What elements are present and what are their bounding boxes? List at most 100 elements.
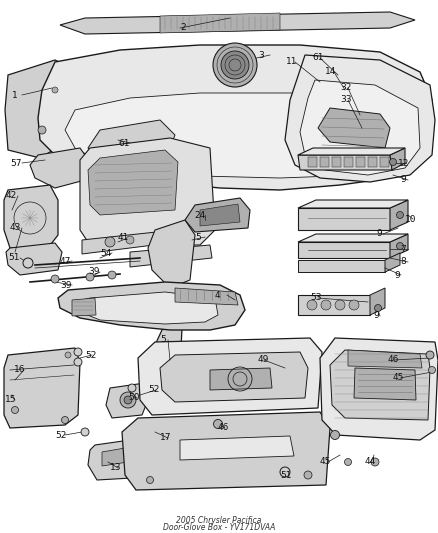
Circle shape <box>81 428 89 436</box>
Circle shape <box>86 273 94 281</box>
Polygon shape <box>38 45 432 190</box>
Circle shape <box>233 372 247 386</box>
Polygon shape <box>390 234 408 258</box>
Circle shape <box>108 271 116 279</box>
Circle shape <box>345 458 352 465</box>
Text: 50: 50 <box>128 393 139 402</box>
Circle shape <box>280 467 290 477</box>
Polygon shape <box>6 243 62 275</box>
Text: 17: 17 <box>160 433 172 442</box>
Polygon shape <box>298 148 405 155</box>
Circle shape <box>374 304 381 311</box>
Polygon shape <box>300 80 420 175</box>
Circle shape <box>304 471 312 479</box>
Polygon shape <box>390 200 408 230</box>
Text: 5: 5 <box>195 232 201 241</box>
Polygon shape <box>308 157 317 167</box>
Text: 5: 5 <box>160 335 166 344</box>
Circle shape <box>221 51 249 79</box>
Polygon shape <box>88 150 178 215</box>
Circle shape <box>52 87 58 93</box>
Polygon shape <box>200 204 240 226</box>
Circle shape <box>389 158 396 166</box>
Text: 52: 52 <box>148 385 159 394</box>
Text: 14: 14 <box>325 68 336 77</box>
Polygon shape <box>298 208 390 230</box>
Polygon shape <box>380 157 389 167</box>
Polygon shape <box>160 352 308 402</box>
Text: 39: 39 <box>88 268 99 277</box>
Text: Door-Glove Box - YV171DVAA: Door-Glove Box - YV171DVAA <box>163 523 275 532</box>
Text: 42: 42 <box>6 191 17 200</box>
Text: 24: 24 <box>194 211 205 220</box>
Circle shape <box>146 477 153 483</box>
Text: 57: 57 <box>10 158 21 167</box>
Polygon shape <box>320 157 329 167</box>
Text: 41: 41 <box>118 232 129 241</box>
Text: 9: 9 <box>373 311 379 320</box>
Text: 2005 Chrysler Pacifica: 2005 Chrysler Pacifica <box>177 516 261 525</box>
Circle shape <box>105 237 115 247</box>
Polygon shape <box>75 292 218 324</box>
Polygon shape <box>210 368 272 390</box>
Polygon shape <box>82 230 178 254</box>
Text: 8: 8 <box>400 257 406 266</box>
Circle shape <box>396 243 403 249</box>
Text: 15: 15 <box>5 395 17 405</box>
Text: 47: 47 <box>60 256 71 265</box>
Polygon shape <box>72 298 96 316</box>
Text: 52: 52 <box>55 431 67 440</box>
Circle shape <box>307 300 317 310</box>
Text: 9: 9 <box>394 271 400 279</box>
Polygon shape <box>285 55 435 182</box>
Text: 7: 7 <box>400 245 406 254</box>
Circle shape <box>74 348 82 356</box>
Circle shape <box>23 258 33 268</box>
Polygon shape <box>88 120 175 165</box>
Circle shape <box>331 431 339 440</box>
Circle shape <box>371 458 379 466</box>
Polygon shape <box>298 242 390 258</box>
Text: 4: 4 <box>215 290 221 300</box>
Polygon shape <box>298 234 408 242</box>
Polygon shape <box>106 383 148 418</box>
Circle shape <box>11 407 18 414</box>
Polygon shape <box>348 350 422 368</box>
Circle shape <box>120 392 136 408</box>
Polygon shape <box>130 245 212 267</box>
Text: 12: 12 <box>398 158 410 167</box>
Text: 16: 16 <box>14 366 25 375</box>
Text: 51: 51 <box>280 471 292 480</box>
Polygon shape <box>320 338 438 440</box>
Circle shape <box>38 126 46 134</box>
Polygon shape <box>332 157 341 167</box>
Circle shape <box>61 416 68 424</box>
Text: 44: 44 <box>365 457 376 466</box>
Text: 61: 61 <box>312 53 324 62</box>
Polygon shape <box>60 12 415 34</box>
Polygon shape <box>65 93 415 178</box>
Polygon shape <box>185 198 250 232</box>
Polygon shape <box>4 348 80 428</box>
Text: 52: 52 <box>85 351 96 359</box>
Polygon shape <box>155 318 182 375</box>
Circle shape <box>213 43 257 87</box>
Text: 45: 45 <box>320 457 332 466</box>
Text: 13: 13 <box>110 464 121 472</box>
Text: 45: 45 <box>393 374 404 383</box>
Text: 54: 54 <box>100 248 111 257</box>
Text: 61: 61 <box>118 139 130 148</box>
Polygon shape <box>88 440 138 480</box>
Text: 46: 46 <box>218 424 230 432</box>
Text: 51: 51 <box>8 254 20 262</box>
Text: 1: 1 <box>12 91 18 100</box>
Circle shape <box>126 236 134 244</box>
Polygon shape <box>30 148 90 188</box>
Text: 43: 43 <box>10 223 21 232</box>
Circle shape <box>335 300 345 310</box>
Polygon shape <box>5 60 82 158</box>
Text: 2: 2 <box>180 23 186 33</box>
Polygon shape <box>58 282 245 330</box>
Polygon shape <box>80 138 215 245</box>
Circle shape <box>213 419 223 429</box>
